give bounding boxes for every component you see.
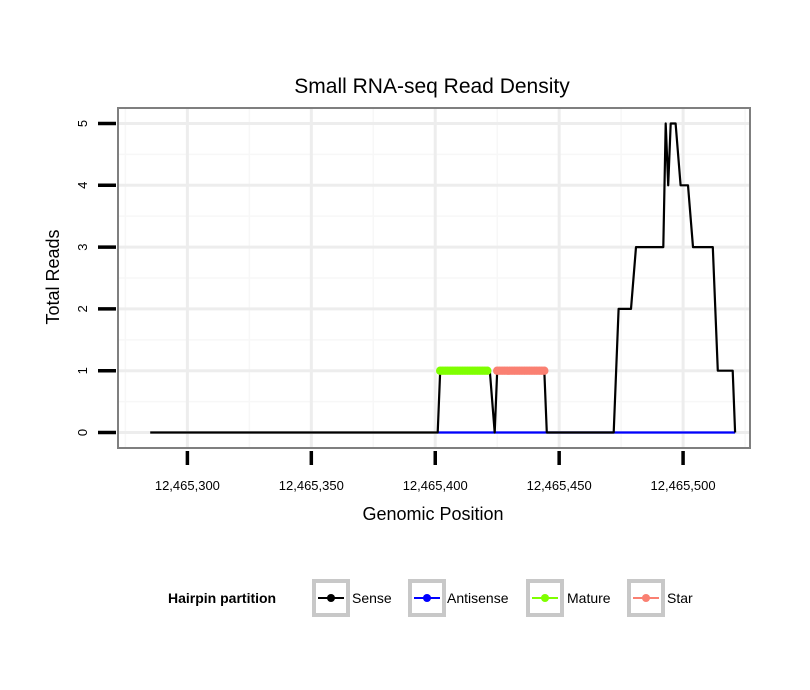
legend: Hairpin partition Sense Antisense Mature St… — [168, 579, 693, 617]
x-tick-label: 12,465,400 — [403, 478, 468, 493]
y-axis: 0 1 2 3 4 5 — [75, 120, 116, 436]
legend-point-star — [642, 594, 650, 602]
y-tick-label: 1 — [75, 367, 90, 374]
y-tick-label: 2 — [75, 305, 90, 312]
legend-label-mature: Mature — [567, 590, 611, 606]
y-tick-label: 5 — [75, 120, 90, 127]
data-point-star — [540, 366, 549, 375]
legend-label-sense: Sense — [352, 590, 392, 606]
series-layer — [150, 122, 737, 434]
legend-label-star: Star — [667, 590, 693, 606]
legend-point-sense — [327, 594, 335, 602]
y-tick-label: 4 — [75, 182, 90, 189]
plot-border — [117, 107, 751, 449]
legend-title: Hairpin partition — [168, 590, 276, 606]
x-tick-label: 12,465,300 — [155, 478, 220, 493]
x-tick-label: 12,465,450 — [527, 478, 592, 493]
legend-point-antisense — [423, 594, 431, 602]
chart-title: Small RNA-seq Read Density — [294, 75, 570, 98]
x-tick-label: 12,465,500 — [651, 478, 716, 493]
y-tick-label: 3 — [75, 243, 90, 250]
y-tick-label: 0 — [75, 429, 90, 436]
x-axis: 12,465,300 12,465,350 12,465,400 12,465,450… — [155, 451, 716, 493]
legend-label-antisense: Antisense — [447, 590, 509, 606]
x-axis-title: Genomic Position — [362, 504, 503, 524]
data-point-mature — [483, 366, 492, 375]
series-line-sense — [150, 122, 737, 434]
legend-point-mature — [541, 594, 549, 602]
y-axis-title: Total Reads — [43, 229, 63, 324]
x-tick-label: 12,465,350 — [279, 478, 344, 493]
